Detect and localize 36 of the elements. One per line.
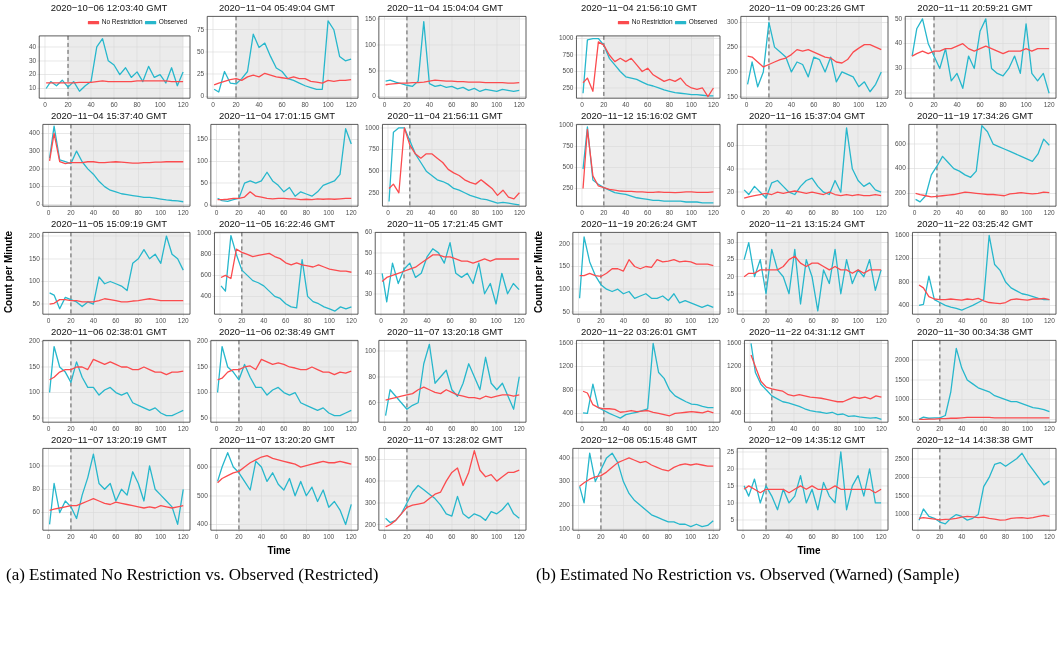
chart-title: 2020−11−04 05:49:04 GMT (218, 2, 336, 14)
text: (a) Estimated No Restriction vs. Observed (Restricted) (6, 565, 379, 584)
chart-title: 2020−10−06 12:03:40 GMT (50, 2, 168, 14)
chart-title: 2020−11−04 15:04:04 GMT (386, 2, 504, 14)
chart-title: 2020−11−07 13:20:20 GMT (218, 434, 336, 446)
chart-title: 2020−11−22 04:31:12 GMT (748, 326, 866, 338)
chart-title: 2020−12−14 14:38:38 GMT (916, 434, 1034, 446)
chart-title: 2020−11−05 17:21:45 GMT (386, 218, 504, 230)
chart-title: 2020−11−19 17:34:26 GMT (916, 110, 1034, 122)
chart-title: 2020−11−07 13:28:02 GMT (386, 434, 504, 446)
chart-title: 2020−11−07 13:20:18 GMT (386, 326, 504, 338)
chart-title: 2020−12−09 14:35:12 GMT (748, 434, 866, 446)
chart-title: 2020−11−07 13:20:19 GMT (50, 434, 168, 446)
chart-title: 2020−11−12 15:16:02 GMT (580, 110, 698, 122)
text: (b) Estimated No Restriction vs. Observed (Warned) (Sample) (536, 564, 961, 585)
chart-title: 2020−11−22 03:26:01 GMT (580, 326, 698, 338)
chart-title: 2020−11−04 21:56:10 GMT (580, 2, 698, 14)
y-axis-title: Count per Minute (532, 230, 544, 314)
chart-title: 2020−11−05 15:09:19 GMT (50, 218, 168, 230)
x-axis-title: Time (266, 545, 292, 556)
chart-title: 2020−11−30 00:34:38 GMT (916, 326, 1034, 338)
chart-title: 2020−11−09 00:23:26 GMT (748, 2, 866, 14)
chart-title: 2020−11−06 02:38:01 GMT (50, 326, 168, 338)
chart-title: 2020−11−16 15:37:04 GMT (748, 110, 866, 122)
chart-title: 2020−11−21 13:15:24 GMT (748, 218, 866, 230)
chart-title: 2020−11−11 20:59:21 GMT (917, 2, 1033, 14)
chart-title: 2020−11−06 02:38:49 GMT (218, 326, 336, 338)
chart-title: 2020−12−08 05:15:48 GMT (580, 434, 698, 446)
x-axis-title: Time (796, 545, 822, 556)
y-axis-title: Count per Minute (2, 230, 14, 314)
chart-title: 2020−11−22 03:25:42 GMT (916, 218, 1034, 230)
chart-title: 2020−11−04 21:56:11 GMT (387, 110, 503, 122)
chart-title: 2020−11−05 16:22:46 GMT (218, 218, 336, 230)
chart-title: 2020−11−19 20:26:24 GMT (580, 218, 698, 230)
chart-title: 2020−11−04 17:01:15 GMT (218, 110, 336, 122)
chart-title: 2020−11−04 15:37:40 GMT (50, 110, 168, 122)
